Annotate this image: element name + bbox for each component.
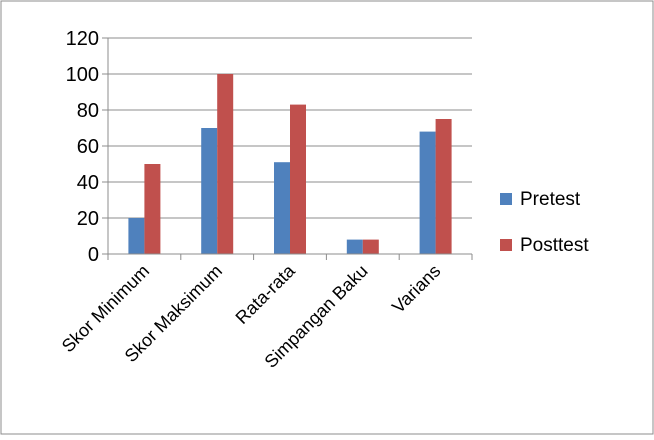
y-tick-label: 20 xyxy=(77,208,99,230)
bars xyxy=(128,74,452,254)
y-tick-label: 40 xyxy=(77,172,99,194)
gridlines xyxy=(108,37,472,219)
legend-label-pretest: Pretest xyxy=(520,189,581,210)
y-axis-tick-labels: 0 20 40 60 80 100 120 xyxy=(66,28,99,266)
bar-pretest xyxy=(419,131,436,254)
bar-posttest xyxy=(435,119,452,254)
bar-posttest xyxy=(290,104,306,254)
bar-pretest xyxy=(274,162,290,254)
bar-posttest xyxy=(362,239,379,254)
legend-swatch-posttest xyxy=(500,239,512,251)
bar-pretest xyxy=(346,239,363,254)
bar-pretest xyxy=(201,128,218,254)
y-tick-label: 120 xyxy=(66,28,99,50)
legend-swatch-pretest xyxy=(500,193,512,205)
bar-posttest xyxy=(144,164,161,254)
bar-pretest xyxy=(128,218,145,254)
y-tick-label: 100 xyxy=(66,64,99,86)
y-tick-label: 80 xyxy=(77,100,99,122)
legend-label-posttest: Posttest xyxy=(520,235,589,256)
legend: Pretest Posttest xyxy=(500,189,589,256)
axes xyxy=(102,37,473,260)
y-tick-label: 0 xyxy=(88,244,99,266)
bar-posttest xyxy=(217,74,234,254)
y-tick-label: 60 xyxy=(77,136,99,158)
